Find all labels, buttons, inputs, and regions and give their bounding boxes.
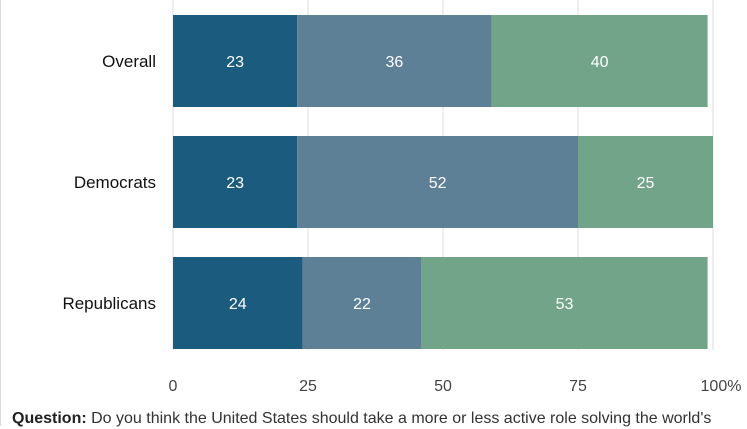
bar-value-label: 24: [229, 296, 247, 313]
x-tick-labels: 0 25 50 75 100%: [169, 378, 742, 395]
bar-segment: [297, 15, 492, 107]
bar-segment: [173, 257, 303, 349]
category-labels: Overall Democrats Republicans: [62, 52, 156, 313]
bar-segment: [421, 257, 708, 349]
bar-value-label: 40: [591, 54, 609, 71]
category-label: Republicans: [62, 294, 156, 313]
category-label: Overall: [102, 52, 156, 71]
bar-segment: [578, 136, 713, 228]
stacked-bar-chart: 23 36 40 23 52 25 24 22 53 Overall Democrats Repub…: [62, 0, 742, 395]
x-tick-label: 25: [299, 378, 317, 395]
category-label: Democrats: [74, 173, 156, 192]
question-caption: Question: Do you think the United States…: [12, 409, 747, 429]
bar-segment: [173, 15, 298, 107]
bar-segment: [173, 136, 298, 228]
bar-value-label: 23: [226, 175, 244, 192]
caption-label: Question:: [12, 410, 87, 427]
bar-segment: [302, 257, 422, 349]
bar-value-label: 25: [637, 175, 655, 192]
bars: 23 36 40 23 52 25 24 22 53: [173, 15, 713, 349]
caption-text: Do you think the United States should ta…: [91, 410, 712, 427]
bar-segment: [491, 15, 708, 107]
x-tick-label: 100%: [701, 378, 742, 395]
bar-value-label: 52: [429, 175, 447, 192]
bar-segment: [297, 136, 578, 228]
bar-value-label: 23: [226, 54, 244, 71]
x-tick-label: 75: [569, 378, 587, 395]
bar-value-label: 53: [556, 296, 574, 313]
bar-value-label: 22: [353, 296, 371, 313]
x-tick-label: 50: [434, 378, 452, 395]
x-tick-label: 0: [169, 378, 178, 395]
bar-value-label: 36: [386, 54, 404, 71]
frame-border: [0, 0, 1, 426]
